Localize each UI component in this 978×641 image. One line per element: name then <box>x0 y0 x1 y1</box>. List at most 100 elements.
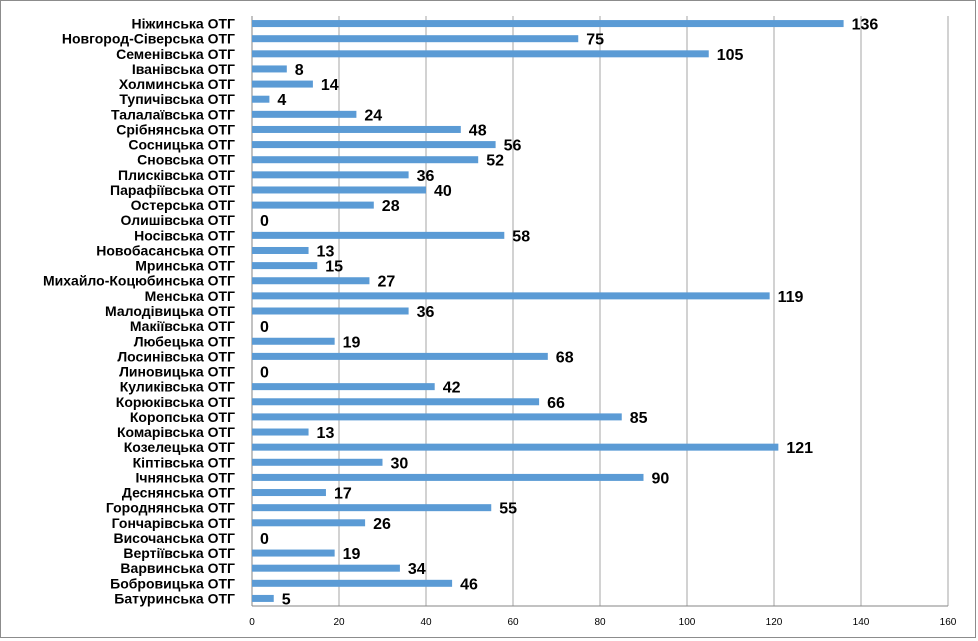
category-label: Ніжинська ОТГ <box>132 16 236 32</box>
category-label: Лосинівська ОТГ <box>117 348 235 364</box>
bar <box>252 428 309 436</box>
category-label: Макіївська ОТГ <box>130 318 235 334</box>
data-label: 105 <box>717 47 744 64</box>
x-tick-label: 60 <box>507 617 519 628</box>
category-label: Мринська ОТГ <box>135 258 235 274</box>
category-label: Гончарівська ОТГ <box>112 515 235 531</box>
category-label: Сновська ОТГ <box>137 152 235 168</box>
data-label: 75 <box>586 32 604 49</box>
bar <box>252 549 335 557</box>
category-label: Корюківська ОТГ <box>116 394 235 410</box>
data-label: 5 <box>282 591 291 608</box>
data-label: 119 <box>778 289 804 306</box>
bar <box>252 473 644 481</box>
data-label: 27 <box>377 274 395 291</box>
category-label: Менська ОТГ <box>145 288 235 304</box>
bar <box>252 110 357 118</box>
bar <box>252 186 426 194</box>
category-label: Сосницька ОТГ <box>128 137 235 153</box>
category-label: Олишівська ОТГ <box>121 212 236 228</box>
data-label: 58 <box>512 228 530 245</box>
data-label: 90 <box>652 470 670 487</box>
bar <box>252 141 496 149</box>
bar <box>252 383 435 391</box>
bar <box>252 125 461 133</box>
bar <box>252 95 270 103</box>
bar <box>252 262 318 270</box>
bar <box>252 504 492 512</box>
category-label: Любецька ОТГ <box>134 333 235 349</box>
data-label: 4 <box>277 92 286 109</box>
category-label: Парафіївська ОТГ <box>110 182 235 198</box>
category-label: Варвинська ОТГ <box>120 560 235 576</box>
bar <box>252 80 313 88</box>
data-label: 85 <box>630 410 648 427</box>
category-label: Михайло-Коцюбинська ОТГ <box>43 273 235 289</box>
data-label: 15 <box>325 259 343 276</box>
category-label: Деснянська ОТГ <box>122 485 235 501</box>
bar <box>252 20 844 28</box>
data-label: 136 <box>852 17 879 34</box>
data-label: 68 <box>556 349 574 366</box>
category-label: Тупичівська ОТГ <box>119 91 235 107</box>
data-label: 42 <box>443 380 461 397</box>
data-label: 48 <box>469 122 487 139</box>
x-axis-ticks: 0 20 40 60 80 100 120 140 160 <box>249 617 957 628</box>
category-label: Коропська ОТГ <box>130 409 235 425</box>
data-label: 0 <box>260 365 269 382</box>
bars <box>252 20 844 602</box>
data-label: 36 <box>417 168 435 185</box>
category-label: Остерська ОТГ <box>131 197 235 213</box>
bar <box>252 50 709 58</box>
bar <box>252 246 309 254</box>
data-label: 36 <box>417 304 435 321</box>
bar <box>252 337 335 345</box>
bar <box>252 277 370 285</box>
x-tick-label: 140 <box>853 617 870 628</box>
category-label: Куликівська ОТГ <box>120 379 235 395</box>
category-label: Холминська ОТГ <box>119 76 235 92</box>
data-label: 13 <box>317 243 335 260</box>
data-label: 8 <box>295 62 304 79</box>
bar <box>252 307 409 315</box>
data-label: 19 <box>343 546 361 563</box>
category-label: Вертіївська ОТГ <box>123 545 235 561</box>
data-label: 19 <box>343 334 361 351</box>
data-label: 14 <box>321 77 339 94</box>
category-label: Семенівська ОТГ <box>116 46 235 62</box>
category-label: Малодівицька ОТГ <box>105 303 235 319</box>
data-label: 17 <box>334 486 352 503</box>
data-label: 28 <box>382 198 400 215</box>
bar <box>252 579 453 587</box>
category-label: Талалаївська ОТГ <box>111 106 235 122</box>
data-label: 34 <box>408 561 426 578</box>
data-label: 52 <box>486 153 504 170</box>
bar <box>252 171 409 179</box>
bar <box>252 398 540 406</box>
category-label: Іванівська ОТГ <box>132 61 235 77</box>
bar <box>252 489 326 497</box>
data-label: 0 <box>260 531 269 548</box>
bar <box>252 594 274 602</box>
bar <box>252 201 374 209</box>
data-label: 0 <box>260 213 269 230</box>
bar <box>252 564 400 572</box>
category-label: Новгород-Сіверська ОТГ <box>62 31 235 47</box>
category-label: Височанська ОТГ <box>113 530 235 546</box>
category-label: Ічнянська ОТГ <box>135 469 235 485</box>
category-label: Бобровицька ОТГ <box>110 575 235 591</box>
bar <box>252 352 548 360</box>
data-label: 40 <box>434 183 452 200</box>
data-label: 30 <box>391 455 409 472</box>
data-label: 0 <box>260 319 269 336</box>
category-label: Линовицька ОТГ <box>119 364 235 380</box>
bar <box>252 156 479 164</box>
category-label: Кіптівська ОТГ <box>133 454 235 470</box>
bar <box>252 458 383 466</box>
category-label: Плисківська ОТГ <box>118 167 235 183</box>
data-label: 56 <box>504 138 522 155</box>
category-label: Срібнянська ОТГ <box>116 121 235 137</box>
